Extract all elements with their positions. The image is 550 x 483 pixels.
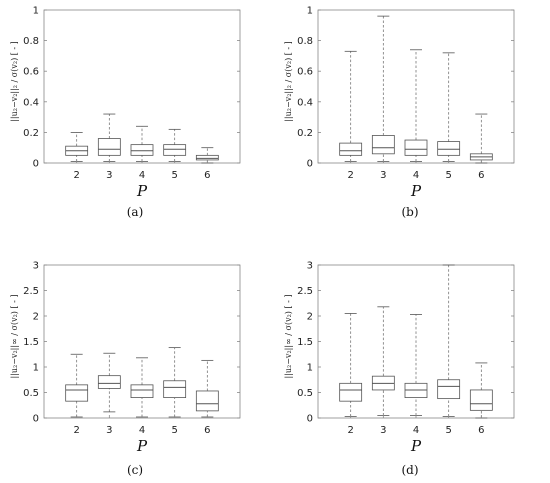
- y-tick-label: 0.2: [297, 128, 313, 139]
- y-tick-label: 3: [33, 261, 39, 272]
- y-axis-label: ||u₂−v₂||₂ / σ(v₂) [ - ]: [10, 41, 19, 122]
- y-tick-label: 2: [307, 312, 313, 323]
- y-tick-label: 3: [307, 261, 313, 272]
- panel-caption: (c): [127, 463, 143, 477]
- x-tick-label: 5: [445, 425, 451, 436]
- box: [469, 389, 493, 411]
- panel-caption: (a): [127, 205, 144, 219]
- x-tick-label: 4: [413, 425, 419, 436]
- box: [404, 382, 428, 399]
- y-axis-label: ||u₂−v₂||∞ / σ(v₂) [ - ]: [284, 294, 293, 378]
- box: [195, 390, 219, 412]
- box: [339, 142, 363, 156]
- x-tick-label: 3: [380, 170, 386, 181]
- x-tick-label: 4: [139, 170, 145, 181]
- x-tick-label: 2: [73, 425, 79, 436]
- y-tick-label: 0.8: [297, 36, 313, 47]
- y-tick-label: 1: [307, 363, 313, 374]
- x-tick-label: 2: [347, 425, 353, 436]
- y-tick-label: 0.8: [23, 36, 39, 47]
- y-tick-label: 0: [307, 414, 313, 425]
- box: [130, 144, 154, 156]
- box: [371, 135, 395, 155]
- x-tick-label: 6: [478, 425, 484, 436]
- y-tick-label: 0.4: [297, 97, 313, 108]
- x-axis-label: P: [410, 182, 422, 200]
- x-tick-label: 6: [204, 425, 210, 436]
- y-tick-label: 2: [33, 312, 39, 323]
- box: [97, 375, 121, 389]
- y-tick-label: 1: [33, 363, 39, 374]
- panel-caption: (d): [401, 463, 418, 477]
- y-axis-label: ||u₂−v₂||∞ / σ(v₂) [ - ]: [10, 294, 19, 378]
- x-tick-label: 6: [204, 170, 210, 181]
- x-tick-label: 6: [478, 170, 484, 181]
- x-tick-label: 3: [380, 425, 386, 436]
- box: [65, 384, 89, 402]
- y-tick-label: 0.2: [23, 128, 39, 139]
- box: [437, 141, 461, 156]
- box: [437, 379, 461, 400]
- y-tick-label: 0: [33, 159, 39, 170]
- box: [97, 138, 121, 156]
- y-tick-label: 2.5: [23, 286, 39, 297]
- y-tick-label: 2.5: [297, 286, 313, 297]
- y-tick-label: 1.5: [297, 337, 313, 348]
- y-tick-label: 0.4: [23, 97, 39, 108]
- y-tick-label: 1: [33, 6, 39, 17]
- y-tick-label: 0.5: [23, 388, 39, 399]
- x-axis-label: P: [136, 437, 148, 455]
- x-axis-label: P: [410, 437, 422, 455]
- y-axis-label: ||u₂−v₂||₂ / σ(v₂) [ - ]: [284, 41, 293, 122]
- x-tick-label: 2: [73, 170, 79, 181]
- x-tick-label: 4: [413, 170, 419, 181]
- y-tick-label: 1.5: [23, 337, 39, 348]
- x-tick-label: 3: [106, 425, 112, 436]
- box: [339, 382, 363, 402]
- box: [163, 144, 187, 156]
- y-tick-label: 1: [307, 6, 313, 17]
- x-tick-label: 5: [171, 170, 177, 181]
- box: [404, 139, 428, 156]
- x-tick-label: 4: [139, 425, 145, 436]
- x-tick-label: 3: [106, 170, 112, 181]
- x-tick-label: 2: [347, 170, 353, 181]
- y-tick-label: 0: [33, 414, 39, 425]
- x-axis-label: P: [136, 182, 148, 200]
- x-tick-label: 5: [445, 170, 451, 181]
- box: [130, 384, 154, 399]
- box: [163, 380, 187, 398]
- y-tick-label: 0.6: [23, 67, 39, 78]
- y-tick-label: 0: [307, 159, 313, 170]
- x-tick-label: 5: [171, 425, 177, 436]
- panel-caption: (b): [401, 205, 418, 219]
- box: [195, 154, 219, 161]
- y-tick-label: 0.6: [297, 67, 313, 78]
- y-tick-label: 0.5: [297, 388, 313, 399]
